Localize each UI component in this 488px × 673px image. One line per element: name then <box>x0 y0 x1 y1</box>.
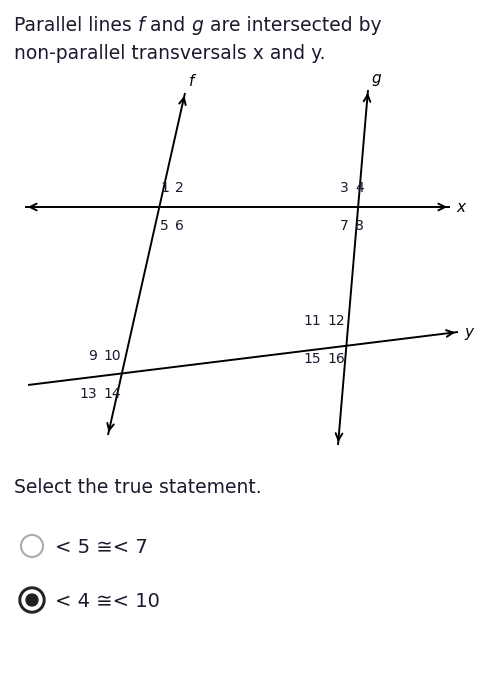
Text: x: x <box>455 201 464 215</box>
Text: 4: 4 <box>354 181 363 195</box>
Text: Select the true statement.: Select the true statement. <box>14 478 261 497</box>
Text: 14: 14 <box>103 387 121 401</box>
Text: g: g <box>191 16 203 35</box>
Text: are intersected by: are intersected by <box>203 16 380 35</box>
Text: 10: 10 <box>103 349 121 363</box>
Text: 9: 9 <box>88 349 97 363</box>
Circle shape <box>26 594 38 606</box>
Text: 12: 12 <box>326 314 344 328</box>
Text: 3: 3 <box>340 181 348 195</box>
Text: 5: 5 <box>160 219 169 233</box>
Text: 16: 16 <box>326 352 344 366</box>
Text: 8: 8 <box>354 219 363 233</box>
Text: 2: 2 <box>175 181 183 195</box>
Text: 7: 7 <box>340 219 348 233</box>
Text: < 5 ≅< 7: < 5 ≅< 7 <box>55 538 147 557</box>
Text: 1: 1 <box>160 181 169 195</box>
Text: 15: 15 <box>303 352 320 366</box>
Text: g: g <box>371 71 381 86</box>
Text: y: y <box>463 326 472 341</box>
Text: 11: 11 <box>303 314 320 328</box>
Text: non-parallel transversals x and y.: non-parallel transversals x and y. <box>14 44 325 63</box>
Text: Parallel lines: Parallel lines <box>14 16 138 35</box>
Text: 13: 13 <box>79 387 97 401</box>
Text: and: and <box>144 16 191 35</box>
Circle shape <box>19 587 45 613</box>
Text: f: f <box>138 16 144 35</box>
Text: < 4 ≅< 10: < 4 ≅< 10 <box>55 592 160 611</box>
Text: 6: 6 <box>175 219 183 233</box>
Circle shape <box>22 590 42 610</box>
Text: f: f <box>189 74 194 89</box>
